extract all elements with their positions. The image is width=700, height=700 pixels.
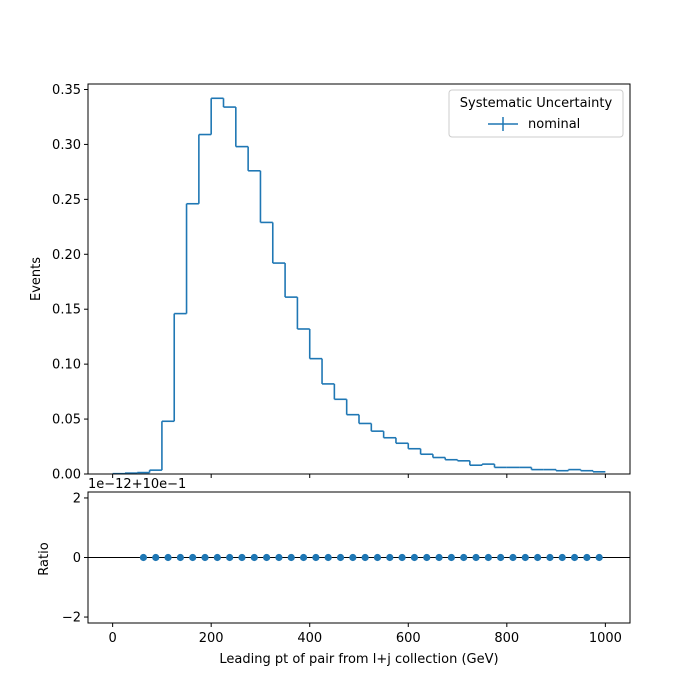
main-y-tick-label: 0.20 — [52, 248, 81, 263]
ratio-x-tick-label: 0 — [108, 631, 116, 646]
main-panel: 0.000.050.100.150.200.250.300.35 Events … — [29, 83, 631, 483]
ratio-point — [534, 553, 542, 562]
ratio-point — [595, 553, 603, 562]
ratio-point — [447, 553, 455, 562]
ratio-point — [201, 553, 209, 562]
ratio-plot-area — [88, 553, 630, 562]
ratio-point — [570, 553, 579, 562]
x-axis-label: Leading pt of pair from l+j collection (… — [219, 652, 498, 667]
ratio-point — [176, 553, 184, 562]
ratio-panel: −2 0 2 0 200 400 600 800 1000 1e−12+10e−1 Ratio… — [37, 477, 631, 667]
ratio-point — [497, 553, 505, 562]
ratio-offset-label: 1e−12+10e−1 — [88, 477, 186, 492]
ratio-point — [336, 553, 345, 562]
legend-entry-nominal: nominal — [528, 117, 580, 132]
ratio-point — [238, 553, 246, 562]
ratio-point — [361, 553, 369, 562]
ratio-point — [189, 553, 197, 562]
ratio-point — [583, 553, 591, 562]
ratio-x-tick-label: 200 — [199, 631, 224, 646]
ratio-point — [410, 553, 419, 562]
ratio-point — [472, 553, 480, 562]
ratio-point — [398, 553, 406, 562]
ratio-point — [386, 553, 394, 562]
ratio-point — [299, 553, 308, 562]
main-y-tick-label: 0.10 — [52, 358, 81, 373]
ratio-point — [275, 553, 283, 562]
main-y-axis-label: Events — [29, 257, 44, 301]
ratio-x-tick-label: 800 — [494, 631, 519, 646]
ratio-point — [139, 553, 148, 562]
ratio-point — [213, 553, 221, 562]
ratio-point — [152, 553, 160, 562]
main-y-tick-label: 0.15 — [52, 303, 81, 318]
main-axes-frame — [87, 83, 631, 475]
ratio-point — [546, 553, 554, 562]
main-y-tick-label: 0.30 — [52, 138, 81, 153]
ratio-y-tick-label: 0 — [73, 551, 81, 566]
ratio-y-ticks: −2 0 2 — [62, 491, 88, 626]
ratio-point — [324, 553, 332, 562]
main-y-ticks: 0.00 0.05 0.10 0.15 0.20 0.25 0.30 0.35 — [52, 83, 88, 483]
ratio-point — [373, 553, 382, 562]
main-y-tick-label: 0.05 — [52, 413, 81, 428]
legend-title: Systematic Uncertainty — [460, 96, 613, 111]
ratio-x-tick-label: 600 — [396, 631, 421, 646]
ratio-point — [423, 553, 431, 562]
ratio-point — [263, 553, 271, 562]
ratio-y-tick-label: 2 — [73, 491, 81, 506]
ratio-x-ticks: 0 200 400 600 800 1000 — [108, 623, 622, 646]
ratio-point — [250, 553, 258, 562]
main-plot-area — [112, 97, 606, 475]
main-y-tick-label: 0.00 — [52, 468, 81, 483]
legend-box — [448, 89, 624, 138]
legend: Systematic Uncertainty nominal — [448, 89, 624, 138]
ratio-point — [521, 553, 529, 562]
ratio-point — [312, 553, 320, 562]
ratio-y-axis-label: Ratio — [37, 542, 52, 575]
main-y-tick-label: 0.25 — [52, 193, 81, 208]
ratio-point — [435, 553, 443, 562]
ratio-y-tick-label: −2 — [62, 611, 81, 626]
ratio-point — [460, 553, 468, 562]
ratio-point — [287, 553, 295, 562]
main-y-tick-label: 0.35 — [52, 83, 81, 98]
ratio-point — [484, 553, 492, 562]
ratio-point — [509, 553, 517, 562]
ratio-x-tick-label: 400 — [297, 631, 322, 646]
ratio-point — [558, 553, 566, 562]
ratio-point — [164, 553, 172, 562]
ratio-point — [226, 553, 234, 562]
ratio-point — [349, 553, 357, 562]
ratio-x-tick-label: 1000 — [589, 631, 622, 646]
main-x-ticks — [112, 474, 606, 478]
